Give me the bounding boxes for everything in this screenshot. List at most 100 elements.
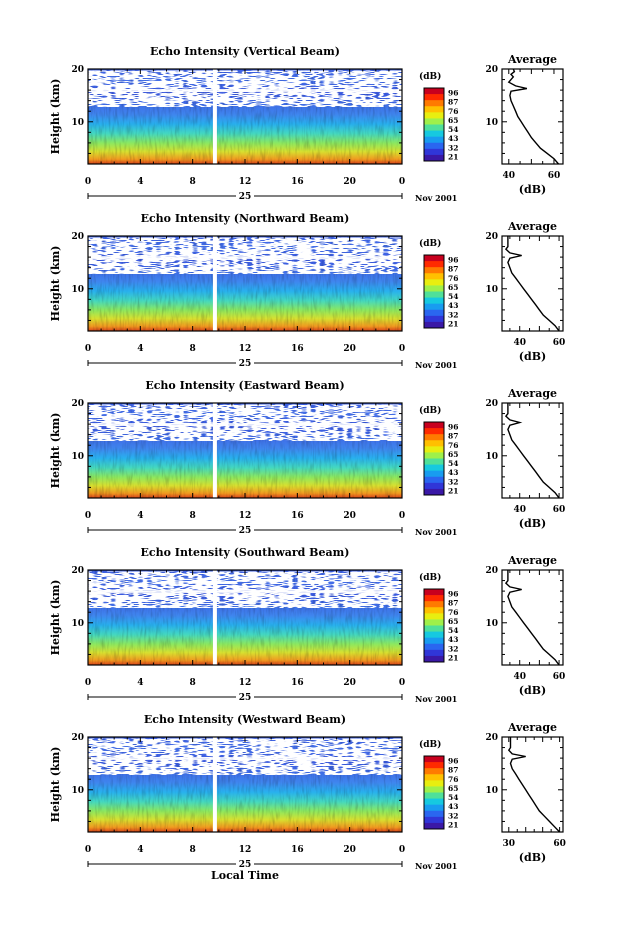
colorbar-swatch — [424, 458, 444, 466]
average-x-tick-label: 60 — [553, 505, 566, 515]
x-tick-label: 0 — [399, 511, 405, 521]
average-x-tick-label: 60 — [553, 839, 566, 849]
colorbar-swatch — [424, 792, 444, 800]
colorbar-label: 21 — [448, 820, 458, 829]
y-axis-title: Height (km) — [49, 413, 62, 489]
average-x-tick-label: 60 — [553, 672, 566, 682]
colorbar-swatch — [424, 309, 444, 317]
colorbar-label: 76 — [448, 274, 458, 283]
x-tick-label: 0 — [85, 344, 91, 354]
average-y-tick-label: 20 — [485, 65, 498, 75]
average-y-tick-label: 20 — [485, 232, 498, 242]
x-tick-label: 16 — [291, 177, 304, 187]
x-tick-label: 4 — [137, 845, 143, 855]
average-frame — [501, 736, 564, 833]
colorbar-swatch — [424, 88, 444, 95]
colorbar-swatch — [424, 303, 444, 311]
colorbar-label: 87 — [448, 432, 458, 441]
colorbar-label: 54 — [448, 626, 458, 635]
colorbar-swatch — [424, 488, 444, 496]
colorbar-swatch — [424, 774, 444, 781]
panel-title: Echo Intensity (Southward Beam) — [141, 546, 350, 559]
colorbar-unit: (dB) — [419, 238, 441, 249]
colorbar-label: 76 — [448, 441, 458, 450]
time-gap — [212, 737, 217, 832]
colorbar-label: 54 — [448, 125, 458, 134]
colorbar-swatch — [424, 273, 444, 280]
average-y-tick-label: 10 — [485, 285, 498, 295]
y-tick-label: 10 — [71, 619, 84, 629]
y-tick-label: 20 — [71, 566, 84, 576]
x-tick-label: 12 — [239, 344, 252, 354]
day-label: 25 — [239, 860, 252, 870]
colorbar-swatch — [424, 267, 444, 274]
colorbar-swatch — [424, 464, 444, 472]
colorbar-swatch — [424, 106, 444, 113]
colorbar-swatch — [424, 613, 444, 620]
colorbar-label: 54 — [448, 459, 458, 468]
colorbar-label: 87 — [448, 265, 458, 274]
colorbar-swatch — [424, 637, 444, 645]
colorbar-label: 76 — [448, 107, 458, 116]
colorbar-unit: (dB) — [419, 405, 441, 416]
colorbar-label: 65 — [448, 617, 458, 626]
colorbar-swatch — [424, 595, 444, 602]
colorbar-label: 32 — [448, 143, 458, 152]
day-label: 25 — [239, 526, 252, 536]
average-x-unit: (dB) — [519, 517, 546, 530]
x-tick-label: 8 — [190, 678, 196, 688]
colorbar-swatch — [424, 422, 444, 429]
colorbar-label: 96 — [448, 590, 458, 599]
average-y-tick-label: 20 — [485, 733, 498, 743]
x-tick-label: 16 — [291, 845, 304, 855]
x-tick-label: 0 — [399, 344, 405, 354]
colorbar-label: 96 — [448, 89, 458, 98]
colorbar-label: 96 — [448, 256, 458, 265]
colorbar-swatch — [424, 619, 444, 626]
average-title: Average — [507, 721, 557, 734]
panel-title: Echo Intensity (Eastward Beam) — [145, 379, 344, 392]
colorbar-swatch — [424, 649, 444, 657]
average-y-tick-label: 10 — [485, 452, 498, 462]
colorbar-swatch — [424, 786, 444, 793]
colorbar-label: 54 — [448, 292, 458, 301]
x-tick-label: 4 — [137, 678, 143, 688]
gap-band — [88, 423, 402, 427]
colorbar-label: 43 — [448, 802, 458, 811]
y-tick-label: 10 — [71, 118, 84, 128]
colorbar-swatch — [424, 124, 444, 132]
colorbar-swatch — [424, 297, 444, 305]
average-profile-line — [507, 737, 561, 833]
panel-title: Echo Intensity (Northward Beam) — [141, 212, 350, 225]
colorbar-swatch — [424, 112, 444, 119]
colorbar-swatch — [424, 816, 444, 824]
x-tick-label: 0 — [85, 511, 91, 521]
x-tick-label: 4 — [137, 344, 143, 354]
colorbar-frame — [423, 588, 445, 663]
colorbar-label: 21 — [448, 653, 458, 662]
colorbar-label: 32 — [448, 477, 458, 486]
average-profile-line — [507, 68, 560, 165]
colorbar-label: 43 — [448, 301, 458, 310]
colorbar-label: 43 — [448, 468, 458, 477]
panel-3: Echo Intensity (Eastward Beam) 20 10 Height… — [49, 379, 565, 537]
average-y-tick-label: 10 — [485, 786, 498, 796]
x-tick-label: 0 — [399, 678, 405, 688]
colorbar-swatch — [424, 589, 444, 596]
colorbar-swatch — [424, 762, 444, 769]
colorbar-swatch — [424, 643, 444, 651]
y-tick-label: 20 — [71, 65, 84, 75]
average-x-tick-label: 30 — [503, 839, 516, 849]
colorbar-swatch — [424, 655, 444, 663]
colorbar-swatch — [424, 321, 444, 329]
colorbar-swatch — [424, 780, 444, 787]
colorbar-swatch — [424, 756, 444, 763]
x-tick-label: 8 — [190, 845, 196, 855]
x-tick-label: 20 — [343, 177, 356, 187]
date-label: Nov 2001 — [415, 527, 457, 537]
average-x-tick-label: 40 — [503, 171, 516, 181]
colorbar-label: 21 — [448, 319, 458, 328]
colorbar-swatch — [424, 315, 444, 323]
missing-data-speckle — [88, 738, 402, 775]
colorbar-unit: (dB) — [419, 71, 441, 82]
